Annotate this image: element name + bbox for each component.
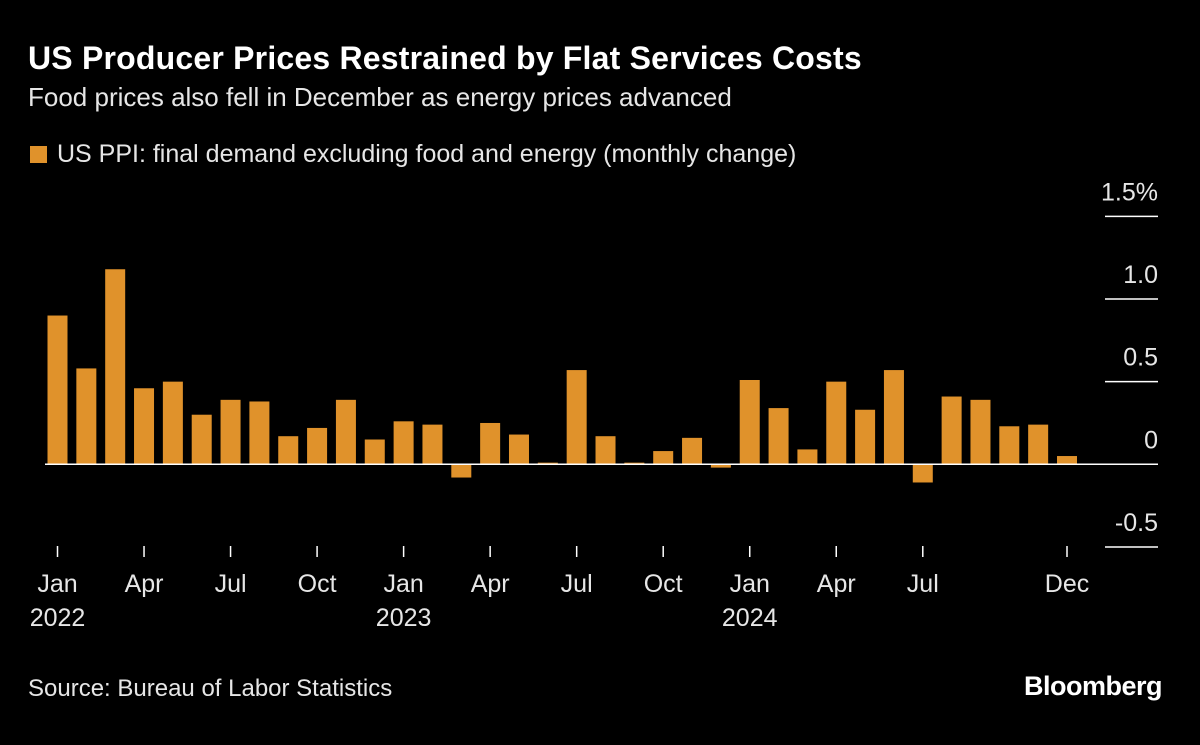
bar xyxy=(1057,456,1077,465)
x-year-label: 2022 xyxy=(30,604,86,632)
y-tick-label: 1.0 xyxy=(1123,261,1158,289)
x-year-label: 2023 xyxy=(376,604,432,632)
bar xyxy=(595,436,616,465)
bar xyxy=(768,408,789,465)
bar xyxy=(912,464,933,483)
legend: US PPI: final demand excluding food and … xyxy=(30,140,796,169)
bar xyxy=(47,315,68,465)
bar xyxy=(537,462,558,465)
x-tick-label: Apr xyxy=(817,570,856,598)
x-tick-label: Jul xyxy=(215,570,247,598)
bar xyxy=(162,381,183,465)
bar xyxy=(278,436,299,465)
y-tick-label: -0.5 xyxy=(1115,509,1158,537)
bar xyxy=(941,396,962,465)
bloomberg-logo: Bloomberg xyxy=(1023,671,1163,701)
bar xyxy=(220,399,241,465)
bar xyxy=(883,370,904,465)
bar xyxy=(855,409,876,465)
bar xyxy=(1028,424,1049,465)
x-tick-label: Dec xyxy=(1045,570,1089,598)
bar xyxy=(826,381,847,465)
x-tick-label: Apr xyxy=(125,570,164,598)
bar xyxy=(999,426,1020,465)
bar xyxy=(364,439,385,465)
bar xyxy=(105,269,126,465)
bar xyxy=(710,464,731,468)
bar xyxy=(797,449,818,465)
x-tick-label: Jul xyxy=(907,570,939,598)
bar xyxy=(307,427,328,465)
x-tick-label: Oct xyxy=(644,570,683,598)
bar xyxy=(739,379,760,465)
y-tick-label: 0 xyxy=(1144,426,1158,454)
x-tick-label: Jan xyxy=(383,570,423,598)
bar xyxy=(76,368,97,465)
x-tick-label: Oct xyxy=(298,570,337,598)
x-tick-label: Jan xyxy=(730,570,770,598)
bar xyxy=(335,399,356,465)
bar xyxy=(451,464,472,478)
bar xyxy=(249,401,270,465)
x-tick-label: Apr xyxy=(471,570,510,598)
bar xyxy=(508,434,529,465)
bar xyxy=(566,370,587,465)
x-tick-label: Jul xyxy=(561,570,593,598)
y-tick-label: 0.5 xyxy=(1123,344,1158,372)
x-tick-label: Jan xyxy=(37,570,77,598)
legend-label: US PPI: final demand excluding food and … xyxy=(57,140,797,168)
x-year-label: 2024 xyxy=(722,604,778,632)
source-note: Source: Bureau of Labor Statistics xyxy=(28,675,393,702)
bar xyxy=(134,388,155,465)
bar xyxy=(624,462,645,465)
y-tick-label: 1.5% xyxy=(1101,178,1158,206)
bar xyxy=(191,414,212,465)
chart-title: US Producer Prices Restrained by Flat Se… xyxy=(28,40,862,76)
legend-swatch xyxy=(30,146,47,163)
bar xyxy=(422,424,443,465)
bar xyxy=(653,451,674,465)
chart-subtitle: Food prices also fell in December as ene… xyxy=(28,82,732,112)
bar xyxy=(682,437,703,465)
bar xyxy=(393,421,414,465)
bar xyxy=(480,422,501,465)
bar xyxy=(970,399,991,465)
